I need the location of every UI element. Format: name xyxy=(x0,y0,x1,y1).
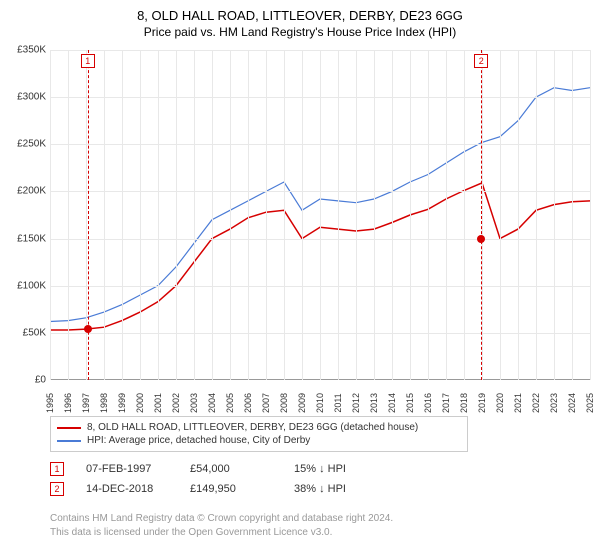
grid-v xyxy=(50,50,51,380)
title-main: 8, OLD HALL ROAD, LITTLEOVER, DERBY, DE2… xyxy=(0,8,600,23)
sale-delta-1: 15% ↓ HPI xyxy=(294,463,376,475)
grid-v xyxy=(590,50,591,380)
x-tick-label: 2005 xyxy=(225,393,235,413)
grid-v xyxy=(536,50,537,380)
event-line xyxy=(481,50,482,380)
grid-v xyxy=(428,50,429,380)
legend-row-property: 8, OLD HALL ROAD, LITTLEOVER, DERBY, DE2… xyxy=(57,421,461,434)
sale-dot xyxy=(477,235,485,243)
grid-v xyxy=(320,50,321,380)
sale-rows: 1 07-FEB-1997 £54,000 15% ↓ HPI 2 14-DEC… xyxy=(50,462,376,502)
grid-v xyxy=(338,50,339,380)
y-tick-label: £300K xyxy=(17,92,46,103)
x-tick-label: 2002 xyxy=(171,393,181,413)
sale-delta-2: 38% ↓ HPI xyxy=(294,483,376,495)
grid-v xyxy=(158,50,159,380)
chart-area: £0£50K£100K£150K£200K£250K£300K£350K1995… xyxy=(50,50,590,380)
x-tick-label: 2001 xyxy=(153,393,163,413)
grid-v xyxy=(284,50,285,380)
x-tick-label: 1995 xyxy=(45,393,55,413)
x-tick-label: 2011 xyxy=(333,393,343,412)
x-tick-label: 2008 xyxy=(279,393,289,413)
event-marker: 1 xyxy=(81,54,95,68)
x-tick-label: 2019 xyxy=(477,393,487,413)
y-tick-label: £350K xyxy=(17,45,46,56)
footer-line-1: Contains HM Land Registry data © Crown c… xyxy=(50,512,393,526)
x-tick-label: 2024 xyxy=(567,393,577,413)
x-tick-label: 2015 xyxy=(405,393,415,413)
title-block: 8, OLD HALL ROAD, LITTLEOVER, DERBY, DE2… xyxy=(0,0,600,39)
grid-v xyxy=(104,50,105,380)
event-marker: 2 xyxy=(474,54,488,68)
x-tick-label: 2017 xyxy=(441,393,451,413)
grid-v xyxy=(122,50,123,380)
x-tick-label: 2010 xyxy=(315,393,325,413)
grid-v xyxy=(176,50,177,380)
sale-row-1: 1 07-FEB-1997 £54,000 15% ↓ HPI xyxy=(50,462,376,476)
y-tick-label: £150K xyxy=(17,233,46,244)
grid-v xyxy=(392,50,393,380)
x-tick-label: 1996 xyxy=(63,393,73,413)
grid-v xyxy=(374,50,375,380)
grid-v xyxy=(356,50,357,380)
x-tick-label: 2025 xyxy=(585,393,595,413)
legend-row-hpi: HPI: Average price, detached house, City… xyxy=(57,434,461,447)
legend: 8, OLD HALL ROAD, LITTLEOVER, DERBY, DE2… xyxy=(50,416,468,452)
y-tick-label: £100K xyxy=(17,280,46,291)
legend-label-property: 8, OLD HALL ROAD, LITTLEOVER, DERBY, DE2… xyxy=(87,422,418,433)
x-tick-label: 2020 xyxy=(495,393,505,413)
x-tick-label: 2018 xyxy=(459,393,469,413)
grid-v xyxy=(302,50,303,380)
x-tick-label: 2000 xyxy=(135,393,145,413)
grid-v xyxy=(248,50,249,380)
sale-marker-2: 2 xyxy=(50,482,64,496)
x-tick-label: 2012 xyxy=(351,393,361,413)
grid-v xyxy=(446,50,447,380)
legend-label-hpi: HPI: Average price, detached house, City… xyxy=(87,435,310,446)
sale-date-1: 07-FEB-1997 xyxy=(86,463,168,475)
y-tick-label: £250K xyxy=(17,139,46,150)
x-tick-label: 2009 xyxy=(297,393,307,413)
grid-v xyxy=(194,50,195,380)
x-tick-label: 2014 xyxy=(387,393,397,413)
x-tick-label: 2022 xyxy=(531,393,541,413)
grid-v xyxy=(464,50,465,380)
x-tick-label: 2023 xyxy=(549,393,559,413)
sale-price-1: £54,000 xyxy=(190,463,272,475)
legend-swatch-hpi xyxy=(57,440,81,442)
grid-v xyxy=(230,50,231,380)
sale-date-2: 14-DEC-2018 xyxy=(86,483,168,495)
sale-row-2: 2 14-DEC-2018 £149,950 38% ↓ HPI xyxy=(50,482,376,496)
grid-v xyxy=(500,50,501,380)
x-tick-label: 2007 xyxy=(261,393,271,413)
grid-v xyxy=(518,50,519,380)
x-tick-label: 2003 xyxy=(189,393,199,413)
y-tick-label: £200K xyxy=(17,186,46,197)
y-tick-label: £0 xyxy=(35,375,46,386)
x-tick-label: 1998 xyxy=(99,393,109,413)
grid-v xyxy=(410,50,411,380)
grid-v xyxy=(68,50,69,380)
footer-line-2: This data is licensed under the Open Gov… xyxy=(50,526,393,540)
grid-v xyxy=(212,50,213,380)
legend-swatch-property xyxy=(57,427,81,429)
x-tick-label: 2004 xyxy=(207,393,217,413)
x-tick-label: 1997 xyxy=(81,393,91,413)
sale-price-2: £149,950 xyxy=(190,483,272,495)
y-tick-label: £50K xyxy=(23,327,46,338)
x-tick-label: 1999 xyxy=(117,393,127,413)
grid-v xyxy=(140,50,141,380)
grid-v xyxy=(554,50,555,380)
grid-v xyxy=(572,50,573,380)
x-tick-label: 2021 xyxy=(513,393,523,413)
x-tick-label: 2013 xyxy=(369,393,379,413)
x-tick-label: 2006 xyxy=(243,393,253,413)
title-sub: Price paid vs. HM Land Registry's House … xyxy=(0,25,600,39)
chart-container: 8, OLD HALL ROAD, LITTLEOVER, DERBY, DE2… xyxy=(0,0,600,560)
grid-v xyxy=(266,50,267,380)
sale-marker-1: 1 xyxy=(50,462,64,476)
x-tick-label: 2016 xyxy=(423,393,433,413)
footer: Contains HM Land Registry data © Crown c… xyxy=(50,512,393,539)
sale-dot xyxy=(84,325,92,333)
